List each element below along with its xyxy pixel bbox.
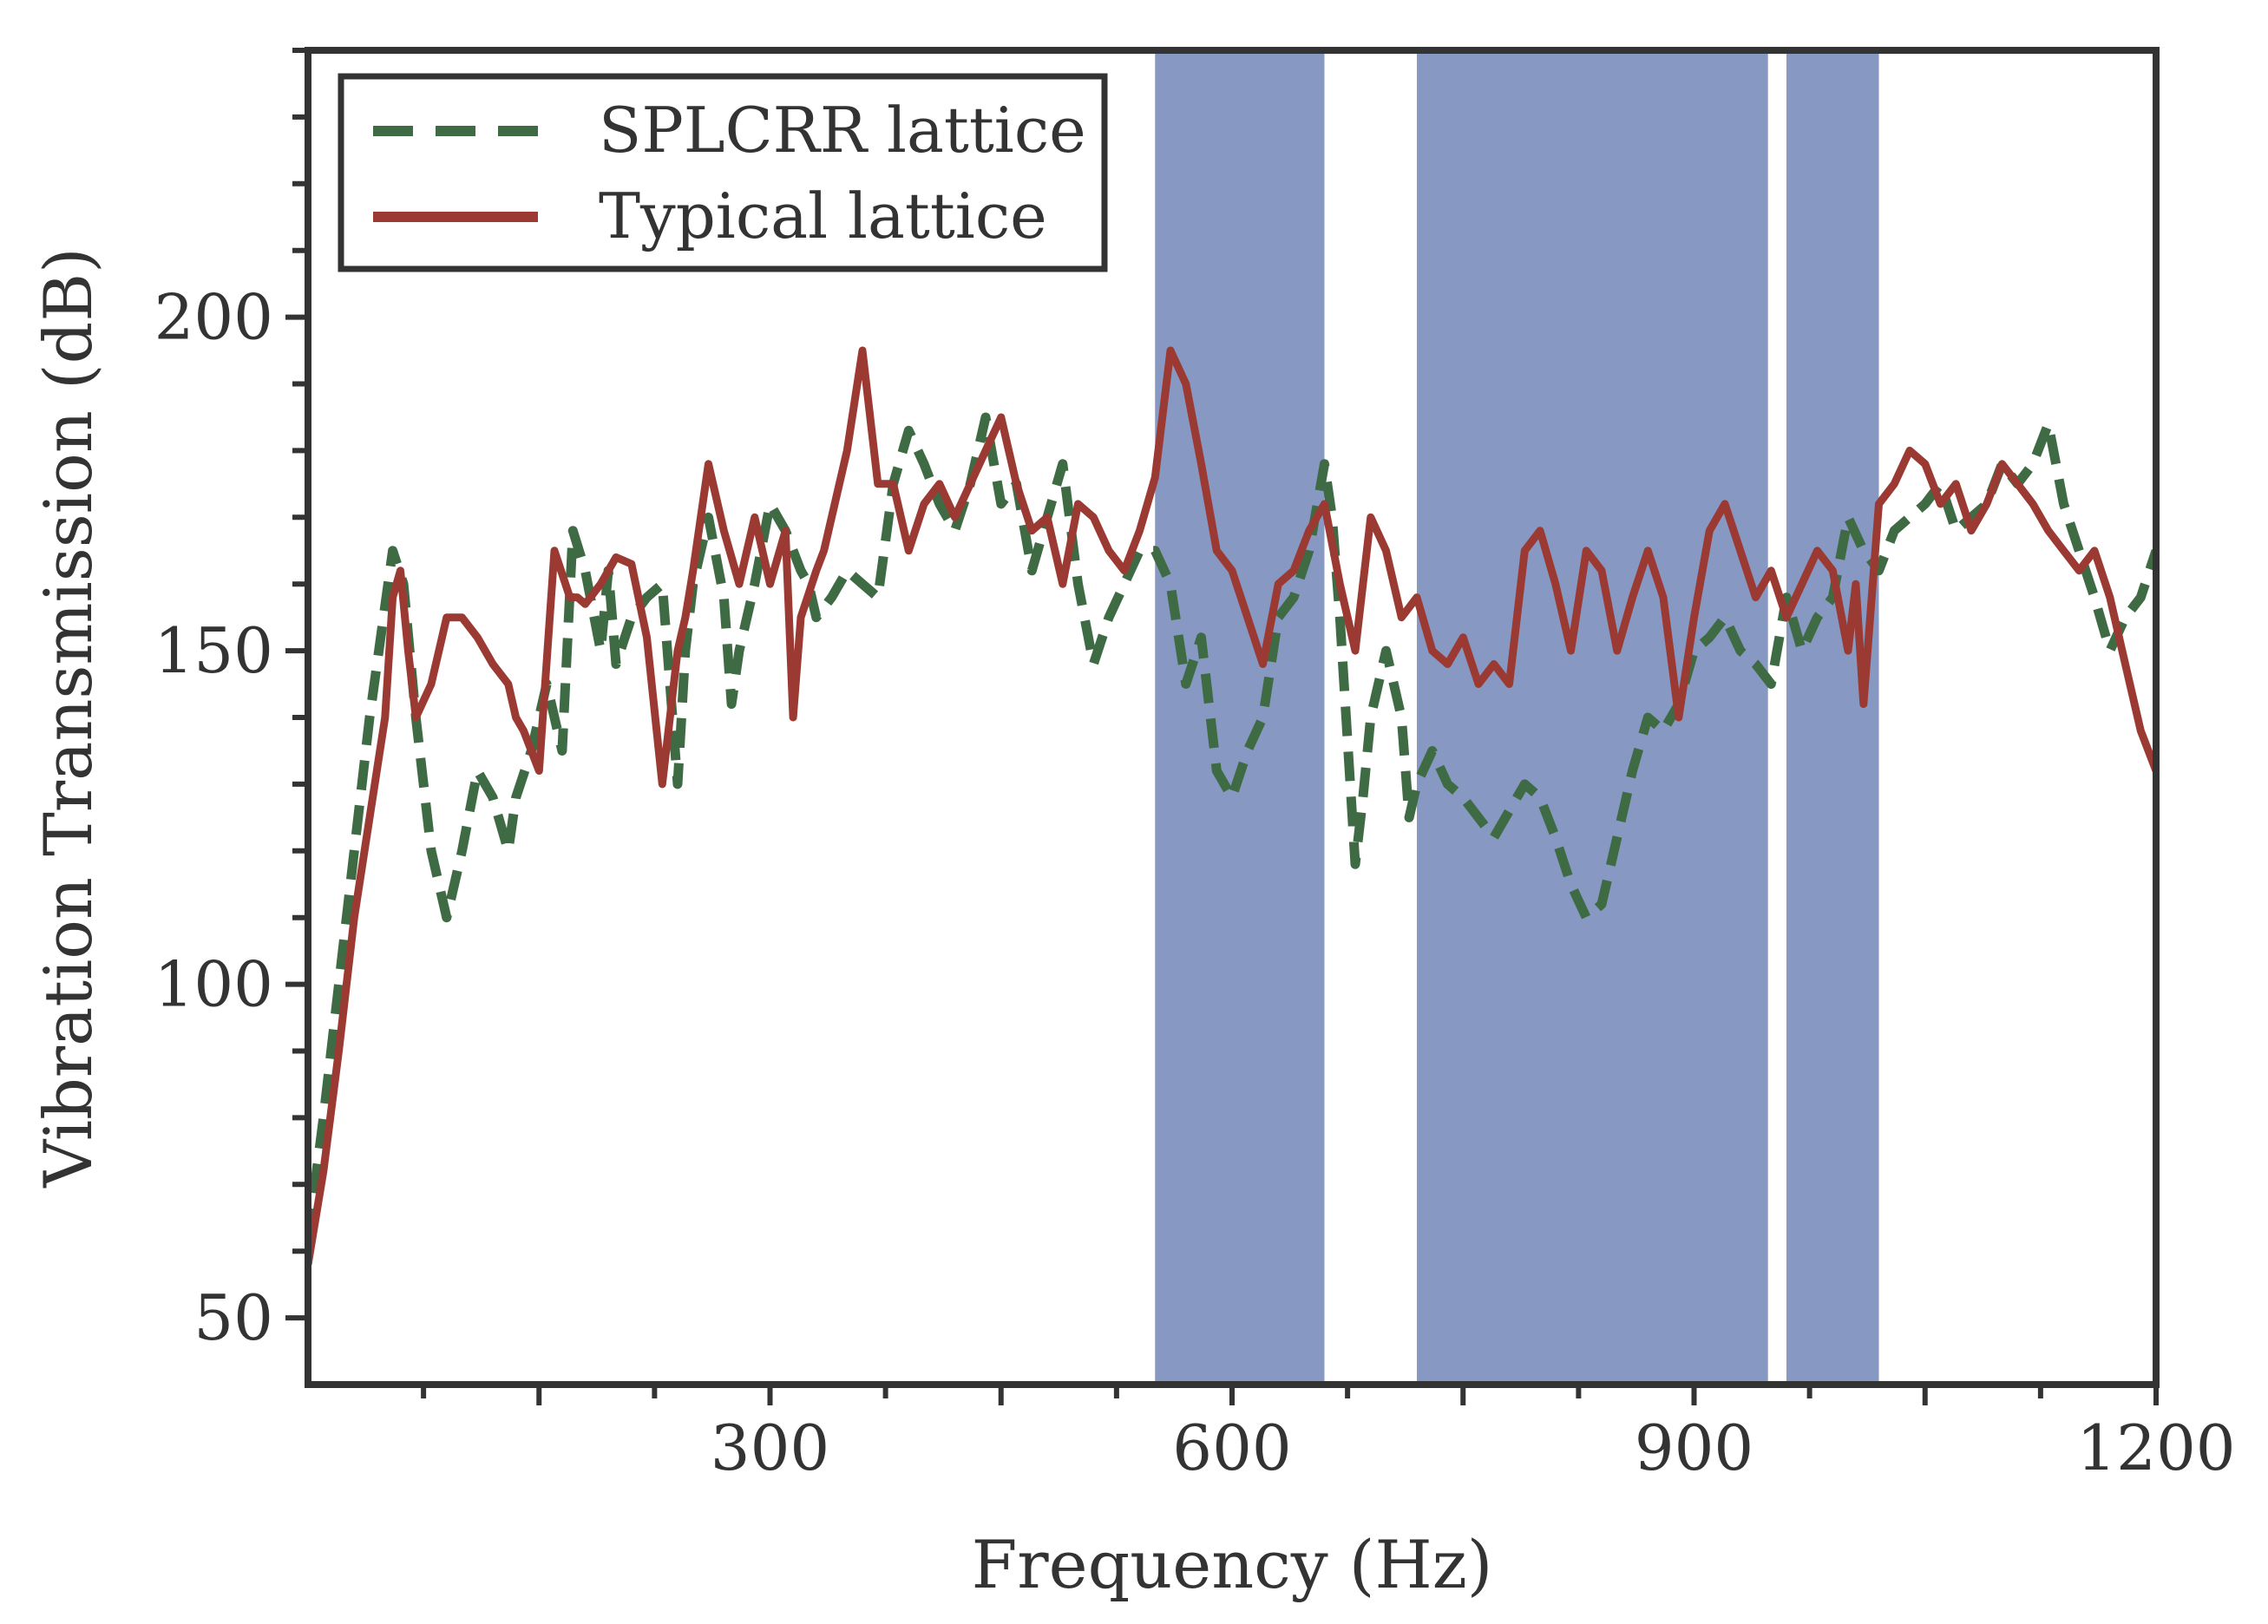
series-lines [308, 346, 2156, 1266]
y-tick-labels: 50 100 150 200 [154, 281, 273, 1354]
y-tick-label-50: 50 [193, 1281, 273, 1354]
x-tick-label-1200: 1200 [2076, 1411, 2235, 1484]
series-line-typical [308, 346, 2156, 1266]
legend-box [338, 73, 1108, 272]
y-tick-label-200: 200 [154, 281, 273, 354]
x-tick-label-900: 900 [1635, 1411, 1753, 1484]
band-gap-regions [1155, 50, 1879, 1385]
series-line-splcrr [308, 412, 2156, 1239]
x-tick-label-600: 600 [1172, 1411, 1291, 1484]
y-tick-label-150: 150 [154, 614, 273, 687]
y-tick-label-100: 100 [154, 948, 273, 1021]
x-axis-title: Frequency (Hz) [972, 1526, 1493, 1603]
band-gap-0 [1155, 50, 1325, 1385]
axis-ticks [285, 48, 2159, 1405]
legend-label-typical: Typical lattice [599, 180, 1047, 252]
legend-label-splcrr: SPLCRR lattice [599, 94, 1086, 167]
x-tick-labels: 300 600 900 1200 [711, 1411, 2236, 1484]
band-gap-1 [1417, 50, 1768, 1385]
x-tick-label-300: 300 [711, 1411, 829, 1484]
y-axis-title: Vibration Transmission (dB) [29, 247, 107, 1188]
legend: SPLCRR lattice Typical lattice [338, 73, 1108, 272]
band-gap-2 [1786, 50, 1879, 1385]
